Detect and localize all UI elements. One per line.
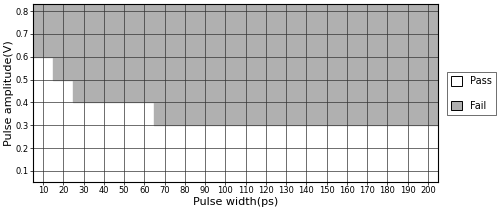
Legend: Pass, Fail: Pass, Fail: [447, 72, 496, 115]
Y-axis label: Pulse amplitude(V): Pulse amplitude(V): [4, 40, 14, 146]
X-axis label: Pulse width(ps): Pulse width(ps): [193, 197, 278, 207]
